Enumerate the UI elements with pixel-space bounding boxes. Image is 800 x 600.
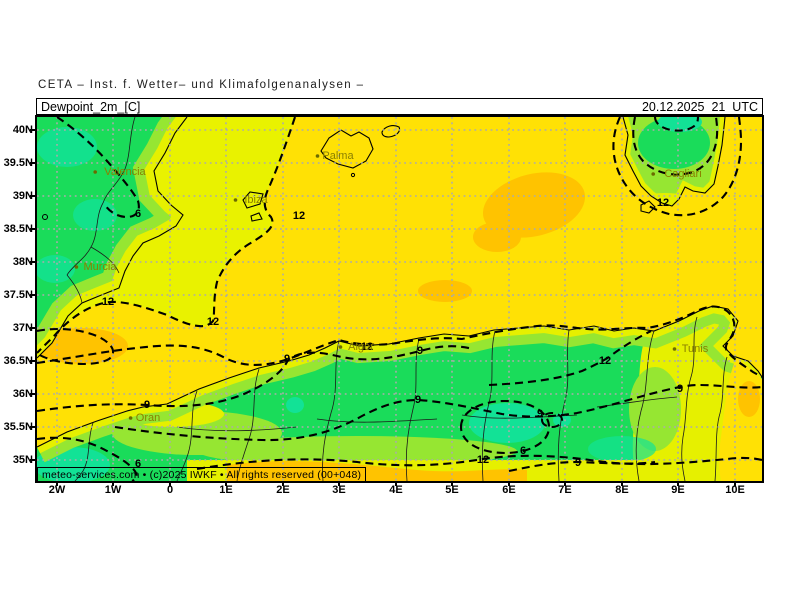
city-label: Palma xyxy=(322,150,354,162)
axis-tick xyxy=(30,360,35,362)
city-label: Tunis xyxy=(682,343,709,355)
lat-axis-label: 36N xyxy=(12,388,33,400)
lon-axis-label: 1W xyxy=(104,484,122,496)
axis-tick xyxy=(225,481,227,486)
lon-axis-label: 4E xyxy=(389,484,403,496)
lat-axis-label: 40N xyxy=(12,124,33,136)
city-label: Valencia xyxy=(104,166,146,178)
lon-axis-label: 1E xyxy=(219,484,233,496)
lat-axis-label: 39.5N xyxy=(3,157,33,169)
watermark-copyright: meteo-services.com • (c)2025 IWKF • All … xyxy=(37,467,367,482)
lon-axis-label: 7E xyxy=(558,484,572,496)
lon-axis-label: 8E xyxy=(615,484,629,496)
contour-value-label: 12 xyxy=(293,210,305,222)
axis-tick xyxy=(30,162,35,164)
city-label: Oran xyxy=(136,412,160,424)
lat-axis-label: 39N xyxy=(12,190,33,202)
lat-axis-label: 36.5N xyxy=(3,355,33,367)
city-marker-dot xyxy=(651,172,655,176)
axis-tick xyxy=(564,481,566,486)
axis-tick xyxy=(30,459,35,461)
axis-tick xyxy=(30,195,35,197)
axis-tick xyxy=(677,481,679,486)
contour-value-label: 9 xyxy=(417,345,423,357)
contour-value-label: 9 xyxy=(677,383,683,395)
lon-axis-label: 5E xyxy=(445,484,459,496)
lat-axis-label: 35.5N xyxy=(3,421,33,433)
axis-tick xyxy=(621,481,623,486)
contour-value-label: 12 xyxy=(657,197,669,209)
axis-tick xyxy=(112,481,114,486)
lat-axis-label: 38N xyxy=(12,256,33,268)
city-marker-dot xyxy=(672,347,677,351)
axis-tick xyxy=(395,481,397,486)
axis-tick xyxy=(30,426,35,428)
contour-value-label: 9 xyxy=(575,457,581,469)
axis-tick xyxy=(338,481,340,486)
contour-value-label: 9 xyxy=(415,394,421,406)
axis-tick xyxy=(30,261,35,263)
lon-axis-label: 0 xyxy=(166,484,174,496)
lat-axis-label: 37N xyxy=(12,322,33,334)
city-label: Alger xyxy=(348,341,374,353)
axis-tick xyxy=(734,481,736,486)
map-titlebar: Dewpoint_2m_[C] 20.12.2025 21 UTC xyxy=(36,98,763,115)
lon-axis-label: 2W xyxy=(48,484,66,496)
lat-axis-label: 37.5N xyxy=(3,289,33,301)
contour-value-label: 6 xyxy=(135,208,141,220)
dewpoint-map: 6 12 12 12 12 12 9 9 9 9 9 6 6 12 9 12 9 Valencia Murcia I… xyxy=(37,117,762,481)
city-label: Cagliari xyxy=(664,168,701,180)
axis-tick xyxy=(508,481,510,486)
contour-value-label: 12 xyxy=(361,341,373,353)
contour-value-label: 12 xyxy=(477,454,489,466)
contour-value-label: 9 xyxy=(144,399,150,411)
city-labels: Valencia Murcia Ibiza Palma Cagliari Alger Tun… xyxy=(74,150,709,424)
city-marker-dot xyxy=(74,265,79,269)
dewpoint-contours xyxy=(37,117,762,481)
axis-tick xyxy=(282,481,284,486)
lat-axis-label: 38.5N xyxy=(3,223,33,235)
balearic-islands xyxy=(242,125,401,222)
city-marker-dot xyxy=(93,170,97,174)
lon-axis-label: 9E xyxy=(671,484,685,496)
contour-labels: 6 12 12 12 12 12 9 9 9 9 9 6 6 12 9 12 9 xyxy=(102,197,683,470)
axis-tick xyxy=(169,481,171,486)
lon-axis-label: 3E xyxy=(332,484,346,496)
lon-axis-label: 6E xyxy=(502,484,516,496)
lon-axis-label: 2E xyxy=(276,484,290,496)
axis-tick xyxy=(30,294,35,296)
map-frame: 6 12 12 12 12 12 9 9 9 9 9 6 6 12 9 12 9 Valencia Murcia I… xyxy=(35,115,764,483)
city-marker-dot xyxy=(128,416,133,420)
city-marker-dot xyxy=(338,345,343,349)
city-marker-dot xyxy=(315,154,320,158)
valid-datetime: 20.12.2025 21 UTC xyxy=(641,99,758,114)
contour-value-label: 9 xyxy=(537,408,543,420)
lon-axis-label: 10E xyxy=(725,484,745,496)
contour-value-label: 6 xyxy=(520,445,526,457)
axis-tick xyxy=(30,129,35,131)
latlon-grid xyxy=(37,117,762,481)
contour-value-label: 6 xyxy=(135,458,141,470)
city-label: Ibiza xyxy=(244,194,268,206)
axis-tick xyxy=(30,393,35,395)
contour-value-label: 12 xyxy=(599,355,611,367)
axis-tick xyxy=(451,481,453,486)
axis-tick xyxy=(30,327,35,329)
axis-tick xyxy=(56,481,58,486)
city-marker-dot xyxy=(233,198,238,202)
product-title: Dewpoint_2m_[C] xyxy=(41,99,141,114)
contour-value-label: 12 xyxy=(207,316,219,328)
lat-axis-label: 35N xyxy=(12,454,33,466)
axis-tick xyxy=(30,228,35,230)
city-label: Murcia xyxy=(83,261,117,273)
contour-value-label: 12 xyxy=(102,296,114,308)
contour-value-label: 9 xyxy=(284,353,290,365)
institute-header: CETA – Inst. f. Wetter– und Klimafolgena… xyxy=(38,79,365,91)
spain-landmass xyxy=(37,117,188,359)
